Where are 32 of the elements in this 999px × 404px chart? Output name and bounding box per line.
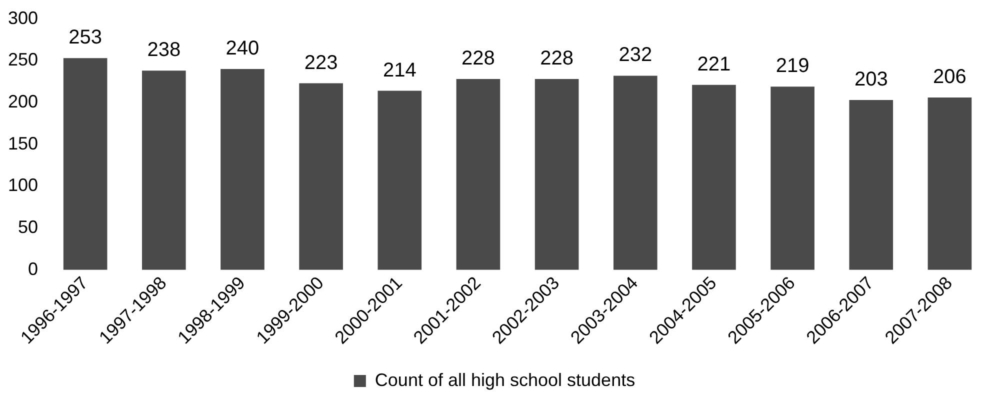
data-label: 206 xyxy=(933,66,966,88)
y-tick-label: 0 xyxy=(28,258,38,279)
bar xyxy=(849,100,894,270)
y-tick-label: 100 xyxy=(8,175,38,196)
legend-label: Count of all high school students xyxy=(374,370,636,390)
data-label: 228 xyxy=(540,48,574,70)
data-label: 240 xyxy=(226,38,260,60)
data-label: 214 xyxy=(382,59,416,82)
bar xyxy=(692,84,736,270)
y-tick-label: 150 xyxy=(8,133,38,154)
bar xyxy=(63,58,108,270)
data-label: 223 xyxy=(304,52,338,74)
data-label: 253 xyxy=(68,26,102,49)
bar xyxy=(613,76,658,270)
bar xyxy=(770,86,814,270)
bar xyxy=(928,97,972,270)
data-label: 232 xyxy=(618,44,652,66)
y-tick-label: 250 xyxy=(8,50,38,70)
bar xyxy=(142,70,186,270)
y-tick-label: 50 xyxy=(18,216,38,237)
data-label: 228 xyxy=(462,48,495,70)
data-label: 238 xyxy=(147,39,181,62)
bar xyxy=(456,79,500,270)
y-tick-label: 200 xyxy=(8,91,38,112)
data-label: 203 xyxy=(854,68,888,90)
data-label: 219 xyxy=(776,55,810,78)
bar xyxy=(220,69,264,270)
y-tick-label: 300 xyxy=(8,8,38,28)
data-label: 221 xyxy=(697,53,731,76)
bar xyxy=(378,90,422,270)
bar xyxy=(299,83,343,270)
bar xyxy=(534,79,579,270)
